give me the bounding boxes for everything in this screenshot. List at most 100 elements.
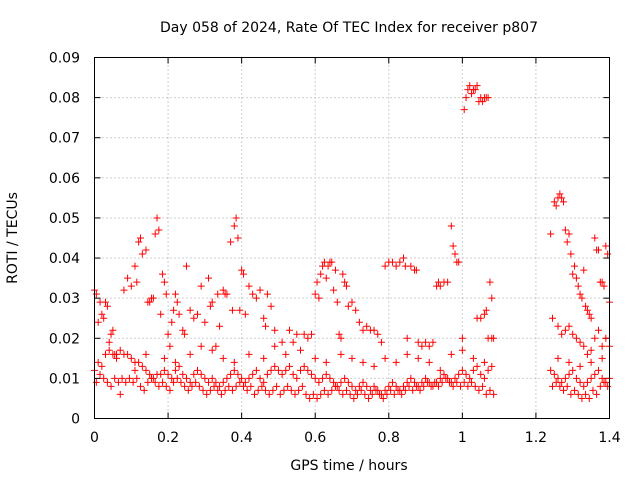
data-point	[328, 258, 336, 266]
x-tick-label: 0.2	[157, 430, 179, 446]
data-point	[429, 338, 437, 346]
data-point	[572, 334, 580, 342]
data-point	[453, 378, 461, 386]
data-point	[552, 378, 560, 386]
data-point	[383, 390, 391, 398]
data-point	[306, 394, 314, 402]
data-point	[236, 306, 244, 314]
data-point	[230, 222, 238, 230]
data-point	[587, 346, 595, 354]
data-point	[571, 262, 579, 270]
data-point	[370, 382, 378, 390]
data-point	[206, 302, 214, 310]
data-point	[238, 266, 246, 274]
data-point	[319, 374, 327, 382]
data-point	[355, 382, 363, 390]
data-point	[217, 390, 225, 398]
data-point	[157, 370, 165, 378]
data-point	[223, 290, 231, 298]
data-point	[188, 382, 196, 390]
data-point	[162, 382, 170, 390]
data-point	[320, 386, 328, 394]
data-point	[265, 390, 273, 398]
data-point	[208, 346, 216, 354]
data-point	[159, 378, 167, 386]
data-point	[490, 390, 498, 398]
data-point	[232, 382, 240, 390]
data-point	[451, 250, 459, 258]
data-point	[591, 234, 599, 242]
data-point	[365, 394, 373, 402]
data-point	[598, 278, 606, 286]
data-point	[572, 274, 580, 282]
data-point	[304, 334, 312, 342]
data-point	[583, 306, 591, 314]
data-point	[127, 354, 135, 362]
data-point	[194, 310, 201, 318]
data-point	[168, 318, 176, 326]
data-point	[348, 298, 356, 306]
data-point	[600, 378, 608, 386]
data-point	[181, 382, 189, 390]
data-point	[480, 358, 488, 366]
data-point	[576, 362, 584, 370]
data-point	[582, 390, 590, 398]
data-point	[447, 350, 455, 358]
data-point	[276, 390, 284, 398]
data-point	[376, 390, 384, 398]
data-point	[388, 258, 396, 266]
data-point	[223, 374, 231, 382]
data-point	[567, 250, 575, 258]
x-tick-label: 0.8	[378, 430, 400, 446]
data-point	[455, 258, 463, 266]
data-point	[324, 390, 332, 398]
data-point	[271, 362, 279, 370]
data-point	[111, 374, 119, 382]
data-point	[411, 378, 419, 386]
data-point	[105, 346, 113, 354]
data-point	[160, 354, 168, 362]
data-point	[565, 358, 573, 366]
data-point	[560, 386, 568, 394]
data-point	[574, 282, 582, 290]
data-point	[131, 366, 139, 374]
plot-frame	[94, 57, 610, 419]
data-point	[107, 382, 115, 390]
data-point	[309, 390, 317, 398]
data-point	[331, 266, 339, 274]
data-point	[179, 326, 187, 334]
data-point	[357, 386, 365, 394]
data-point	[436, 366, 444, 374]
data-point	[326, 374, 334, 382]
data-point	[583, 350, 591, 358]
data-point	[153, 214, 161, 222]
data-point	[434, 382, 442, 390]
data-point	[328, 386, 336, 394]
data-point	[587, 358, 595, 366]
data-points	[91, 82, 613, 402]
data-point	[385, 382, 393, 390]
data-point	[184, 386, 192, 394]
data-point	[409, 386, 417, 394]
data-point	[311, 354, 319, 362]
data-point	[254, 386, 262, 394]
data-point	[160, 278, 168, 286]
data-point	[311, 290, 319, 298]
data-point	[98, 362, 106, 370]
data-point	[304, 366, 312, 374]
data-point	[469, 354, 477, 362]
data-point	[596, 382, 604, 390]
data-point	[407, 374, 415, 382]
data-point	[260, 354, 268, 362]
data-point	[92, 290, 100, 298]
data-point	[210, 382, 218, 390]
data-point	[598, 342, 606, 350]
data-point	[181, 330, 189, 338]
data-point	[142, 350, 150, 358]
data-point	[203, 390, 211, 398]
x-tick-label: 0.6	[304, 430, 326, 446]
data-point	[469, 366, 477, 374]
data-point	[561, 326, 569, 334]
data-point	[100, 374, 108, 382]
